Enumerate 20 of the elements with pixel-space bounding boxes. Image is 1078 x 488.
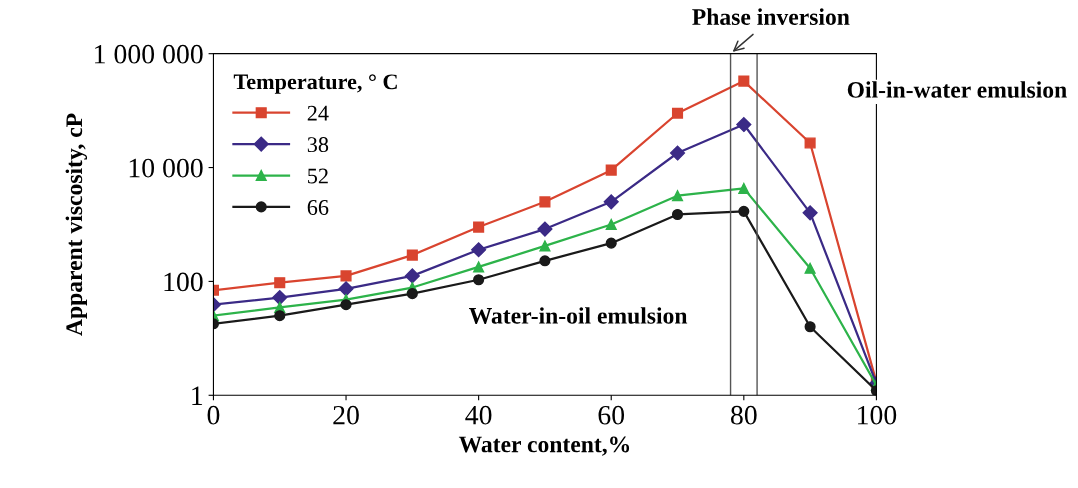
x-tick-label: 80 [730, 405, 757, 425]
x-axis-title: Water content,% [458, 436, 630, 456]
annotation: Water-in-oil emulsion [469, 307, 688, 324]
legend-label: 24 [307, 105, 329, 121]
y-tick-label: 1 000 000 [95, 44, 203, 64]
x-tick-label: 100 [858, 405, 897, 425]
legend-label: 52 [308, 168, 328, 184]
annotation: Oil-in-water emulsion [847, 81, 1067, 98]
legend-title: Temperature, ° C [233, 74, 397, 94]
y-tick-label: 10 000 [129, 158, 203, 178]
x-tick-label: 0 [207, 405, 220, 425]
y-axis-title: Apparent viscosity, cP [65, 113, 88, 336]
y-tick-label: 1 [192, 386, 203, 405]
legend-label: 66 [307, 199, 329, 215]
annotation: Phase inversion [692, 8, 850, 25]
legend-label: 38 [307, 137, 329, 153]
x-tick-label: 20 [333, 405, 359, 425]
x-tick-label: 60 [598, 405, 625, 425]
x-tick-label: 40 [465, 405, 492, 425]
y-tick-label: 100 [164, 272, 203, 292]
